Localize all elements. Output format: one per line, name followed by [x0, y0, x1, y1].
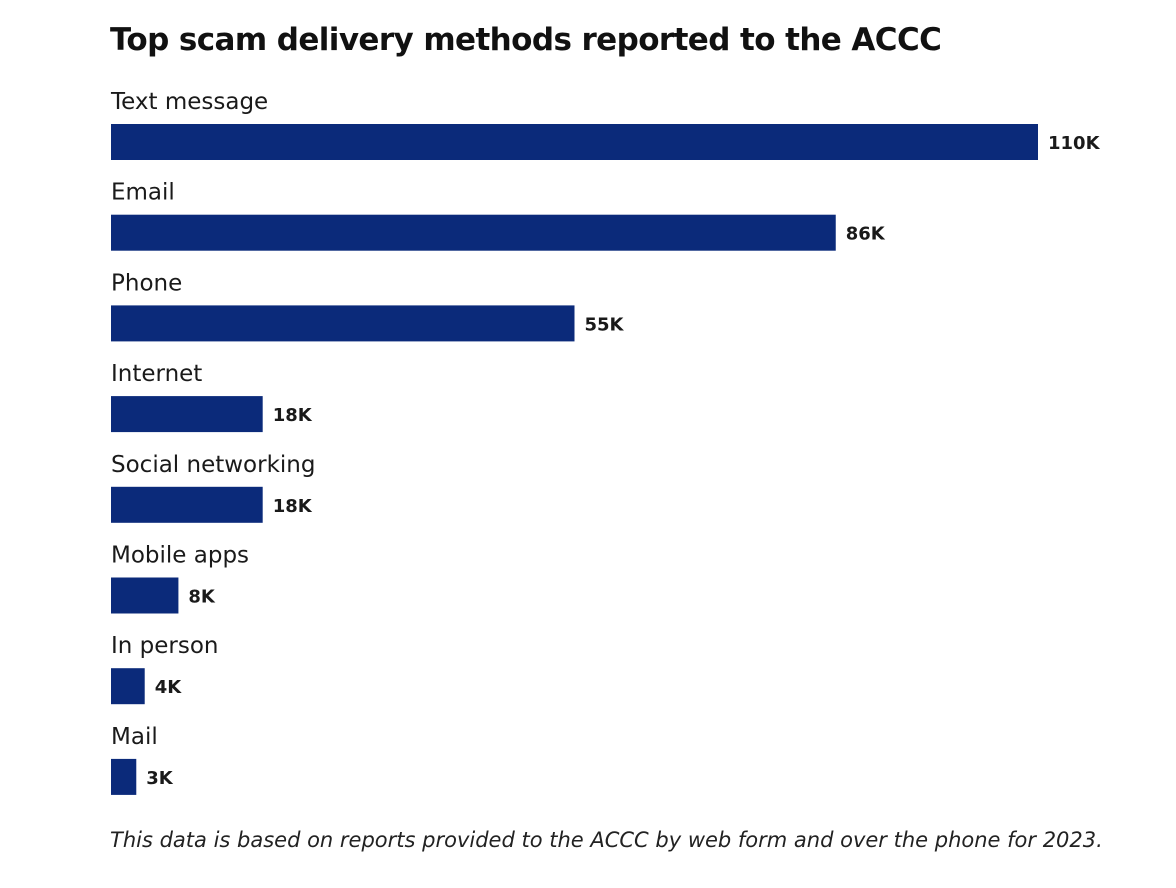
- category-label: Text message: [110, 89, 268, 115]
- category-label: In person: [111, 633, 219, 659]
- bar: [111, 214, 836, 251]
- category-label: Email: [111, 180, 175, 206]
- value-label: 86K: [846, 224, 886, 245]
- value-label: 18K: [273, 496, 313, 517]
- bar-chart: Text message 110K Email 86K Phone 55K Internet…: [110, 89, 1101, 795]
- value-label: 18K: [273, 405, 313, 426]
- bar: [111, 305, 575, 342]
- chart-title: Top scam delivery methods reported to th…: [110, 22, 942, 58]
- bar: [111, 396, 263, 433]
- value-label: 4K: [155, 677, 183, 698]
- category-label: Mobile apps: [111, 543, 249, 569]
- chart-footnote: This data is based on reports provided t…: [110, 828, 1103, 852]
- bar: [111, 577, 179, 614]
- value-label: 3K: [146, 768, 174, 789]
- bar: [111, 668, 145, 705]
- category-label: Internet: [111, 361, 202, 387]
- bar: [111, 758, 137, 795]
- category-label: Mail: [111, 724, 158, 750]
- bar: [111, 124, 1038, 160]
- bar: [111, 486, 263, 523]
- category-label: Social networking: [111, 452, 315, 478]
- value-label: 55K: [585, 314, 625, 335]
- category-label: Phone: [111, 270, 182, 296]
- value-label: 8K: [188, 587, 216, 608]
- value-label: 110K: [1048, 133, 1101, 154]
